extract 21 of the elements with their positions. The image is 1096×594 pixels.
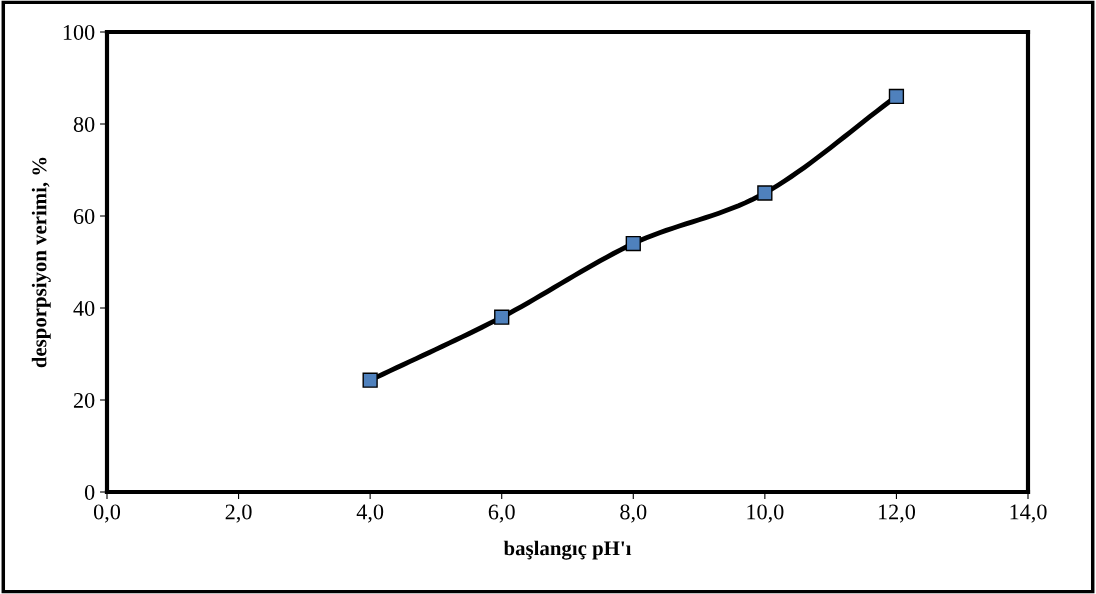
point xyxy=(888,88,905,105)
y-tick-label: 80 xyxy=(73,116,95,132)
x-tick-label: 2,0 xyxy=(225,504,252,523)
y-tick-label: 40 xyxy=(73,300,95,316)
x-tick-label: 10,0 xyxy=(747,504,784,523)
x-tick-label: 12,0 xyxy=(878,504,916,523)
x-tick-label: 0,0 xyxy=(93,504,121,523)
x-tick-label: 4,0 xyxy=(356,504,384,523)
point xyxy=(757,185,773,201)
y-axis-title: desporpsiyon verimi, % xyxy=(31,157,51,368)
point xyxy=(362,372,378,388)
y-tick-label: 0 xyxy=(84,484,95,500)
y-tick-label: 60 xyxy=(73,208,95,224)
x-tick-label: 14,0 xyxy=(1010,504,1047,523)
x-tick-label: 6,0 xyxy=(488,504,515,523)
y-tick-label: 20 xyxy=(73,392,95,408)
point xyxy=(625,235,641,252)
x-tick-label: 8,0 xyxy=(620,504,647,523)
point xyxy=(494,309,510,325)
y-tick-label: 100 xyxy=(63,24,95,40)
x-axis-title: başlangıç pH'ı xyxy=(503,540,632,560)
